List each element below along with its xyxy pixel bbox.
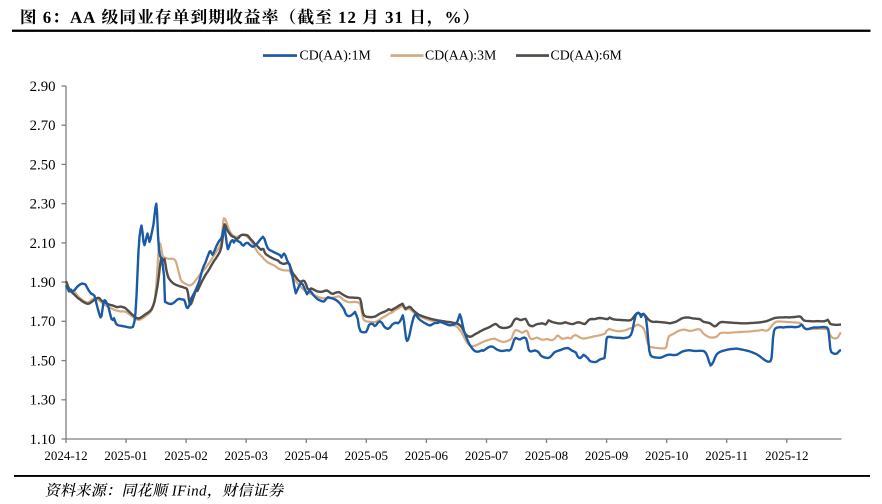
svg-text:2025-12: 2025-12 [765,448,808,463]
svg-text:2025-03: 2025-03 [225,448,268,463]
svg-text:2.50: 2.50 [30,157,56,173]
svg-text:2025-01: 2025-01 [104,448,147,463]
svg-text:1.50: 1.50 [30,354,56,370]
svg-text:1.70: 1.70 [30,314,56,330]
svg-text:2025-07: 2025-07 [465,448,509,463]
svg-text:2025-08: 2025-08 [525,448,568,463]
svg-text:2025-04: 2025-04 [285,448,329,463]
svg-text:2.30: 2.30 [30,197,56,213]
svg-text:2024-12: 2024-12 [44,448,87,463]
svg-text:1.30: 1.30 [30,393,56,409]
svg-text:2025-02: 2025-02 [164,448,207,463]
svg-text:2025-11: 2025-11 [705,448,748,463]
svg-text:2.10: 2.10 [30,236,56,252]
svg-text:1.10: 1.10 [30,432,56,448]
svg-text:CD(AA):6M: CD(AA):6M [551,48,622,64]
svg-text:CD(AA):1M: CD(AA):1M [300,48,371,64]
svg-text:2025-10: 2025-10 [645,448,688,463]
svg-text:2025-09: 2025-09 [585,448,628,463]
svg-text:2.90: 2.90 [30,79,56,95]
svg-text:2.70: 2.70 [30,118,56,134]
svg-text:1.90: 1.90 [30,275,56,291]
svg-text:CD(AA):3M: CD(AA):3M [425,48,496,64]
svg-text:2025-06: 2025-06 [405,448,449,463]
svg-text:2025-05: 2025-05 [345,448,388,463]
